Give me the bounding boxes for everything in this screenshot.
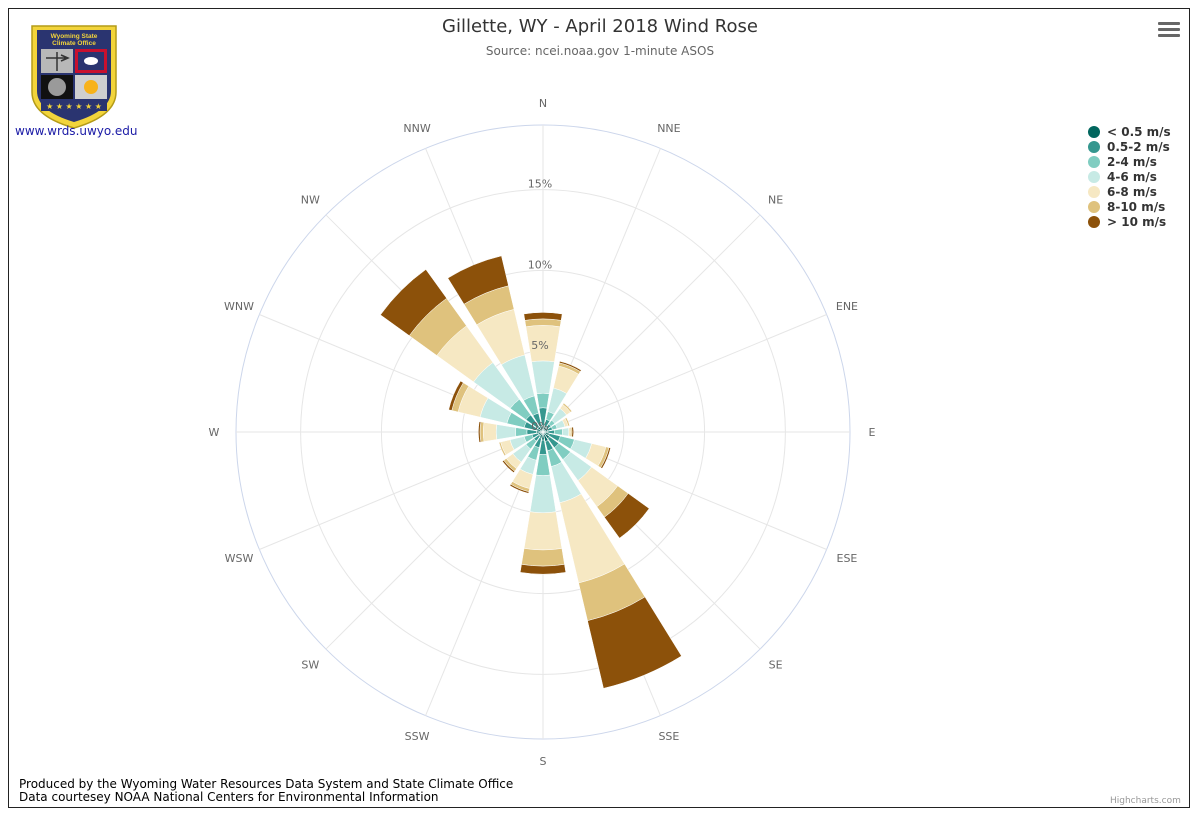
- legend-marker-icon: [1088, 185, 1100, 198]
- wind-bar-NNW-6[interactable]: [447, 255, 509, 305]
- legend-marker-icon: [1088, 200, 1100, 213]
- wind-bar-N-6[interactable]: [523, 312, 563, 321]
- footer-text: Produced by the Wyoming Water Resources …: [19, 778, 513, 804]
- wind-bar-N-2[interactable]: [536, 392, 550, 409]
- direction-label-W: W: [209, 426, 220, 439]
- wind-bar-ENE-5[interactable]: [564, 417, 571, 427]
- wind-bar-NE-5[interactable]: [562, 402, 573, 413]
- direction-label-SSW: SSW: [405, 730, 430, 743]
- wind-bar-N-3[interactable]: [531, 360, 555, 395]
- wind-rose-bars: [380, 255, 682, 689]
- legend-item[interactable]: < 0.5 m/s: [1088, 124, 1171, 139]
- direction-label-SE: SE: [769, 659, 783, 672]
- hamburger-icon-bar: [1158, 28, 1180, 31]
- legend-item[interactable]: 8-10 m/s: [1088, 199, 1171, 214]
- grid-spoke: [542, 214, 761, 433]
- direction-label-WNW: WNW: [224, 300, 254, 313]
- wind-bar-S-3[interactable]: [529, 474, 557, 514]
- direction-label-NNE: NNE: [657, 122, 680, 135]
- legend-marker-icon: [1088, 155, 1100, 168]
- grid-spoke: [259, 431, 544, 550]
- direction-label-ENE: ENE: [836, 300, 858, 313]
- wind-bar-NW-6[interactable]: [380, 269, 447, 336]
- legend-item[interactable]: 0.5-2 m/s: [1088, 139, 1171, 154]
- direction-label-N: N: [539, 97, 547, 110]
- chart-frame: [8, 8, 1190, 808]
- legend-item[interactable]: 6-8 m/s: [1088, 184, 1171, 199]
- chart-subtitle: Source: ncei.noaa.gov 1-minute ASOS: [485, 44, 715, 58]
- radial-tick-label: 15%: [528, 178, 552, 191]
- legend-label: > 10 m/s: [1107, 214, 1167, 229]
- direction-label-WSW: WSW: [225, 552, 254, 565]
- radial-tick-label: 10%: [528, 258, 552, 271]
- legend-item[interactable]: 4-6 m/s: [1088, 169, 1171, 184]
- legend-marker-icon: [1088, 125, 1100, 138]
- logo-banner-line2: Climate Office: [52, 40, 96, 47]
- legend-label: 4-6 m/s: [1107, 169, 1157, 184]
- direction-label-NNW: NNW: [403, 122, 430, 135]
- legend-label: 6-8 m/s: [1107, 184, 1157, 199]
- wind-bar-SSW-6[interactable]: [509, 483, 530, 494]
- legend-label: 2-4 m/s: [1107, 154, 1157, 169]
- chart-menu-button[interactable]: [1158, 22, 1180, 40]
- direction-label-S: S: [540, 755, 547, 768]
- legend-marker-icon: [1088, 215, 1100, 228]
- axis-labels: N NNE NE ENE E ESE SE SSE S SSW SW WSW W WNW NW NNW 0% 5%…: [209, 97, 876, 768]
- wind-bar-WNW-6[interactable]: [448, 380, 464, 411]
- wind-bar-S-2[interactable]: [535, 454, 551, 476]
- climate-office-logo[interactable]: Wyoming State Climate Office ★ ★ ★ ★ ★ ★: [28, 18, 120, 130]
- footer-line-2: Data courtesey NOAA National Centers for…: [19, 790, 439, 804]
- svg-text:★ ★ ★ ★ ★ ★: ★ ★ ★ ★ ★ ★: [46, 102, 102, 111]
- legend-item[interactable]: 2-4 m/s: [1088, 154, 1171, 169]
- chart-title: Gillette, WY - April 2018 Wind Rose: [442, 16, 758, 37]
- wind-bar-E-2[interactable]: [553, 428, 563, 436]
- wind-bar-SE-6[interactable]: [604, 493, 650, 539]
- wind-bar-W-3[interactable]: [495, 424, 517, 440]
- grid-spoke: [325, 431, 544, 650]
- legend-item[interactable]: > 10 m/s: [1088, 214, 1171, 229]
- wind-bar-SW-6[interactable]: [502, 459, 516, 473]
- hamburger-icon: [1158, 22, 1180, 25]
- radial-tick-label: 5%: [531, 339, 548, 352]
- wind-bar-W-2[interactable]: [515, 427, 528, 437]
- wind-bar-ESE-6[interactable]: [600, 447, 611, 469]
- direction-label-SSE: SSE: [658, 730, 679, 743]
- wind-bar-SSE-6[interactable]: [587, 596, 682, 689]
- wind-bar-S-4[interactable]: [523, 511, 563, 551]
- logo-banner-line1: Wyoming State: [51, 33, 98, 40]
- legend-label: < 0.5 m/s: [1107, 124, 1171, 139]
- footer-line-1: Produced by the Wyoming Water Resources …: [19, 777, 514, 791]
- wrds-website-link[interactable]: www.wrds.uwyo.edu: [15, 124, 138, 138]
- wind-bar-N-5[interactable]: [524, 318, 562, 328]
- wind-bar-E-6[interactable]: [571, 426, 574, 438]
- wind-bar-W-6[interactable]: [478, 421, 482, 443]
- direction-label-E: E: [869, 426, 876, 439]
- legend-label: 8-10 m/s: [1107, 199, 1166, 214]
- legend-label: 0.5-2 m/s: [1107, 139, 1170, 154]
- wind-bar-S-6[interactable]: [519, 564, 567, 575]
- legend: < 0.5 m/s 0.5-2 m/s 2-4 m/s 4-6 m/s 6-8 m/s 8…: [1088, 124, 1171, 229]
- legend-marker-icon: [1088, 170, 1100, 183]
- direction-label-ESE: ESE: [837, 552, 858, 565]
- highcharts-credits[interactable]: Highcharts.com: [1110, 796, 1181, 806]
- wind-bar-WSW-5[interactable]: [498, 441, 507, 457]
- direction-label-SW: SW: [301, 659, 319, 672]
- radial-tick-label: 0%: [531, 420, 548, 433]
- grid-spoke: [542, 314, 827, 433]
- direction-label-NE: NE: [768, 193, 783, 206]
- legend-marker-icon: [1088, 140, 1100, 153]
- wind-bar-S-5[interactable]: [521, 548, 565, 567]
- wind-bar-E-3[interactable]: [561, 427, 570, 437]
- direction-label-NW: NW: [301, 193, 320, 206]
- wind-bar-NNE-6[interactable]: [559, 360, 582, 372]
- wind-bar-W-4[interactable]: [482, 422, 498, 442]
- hamburger-icon-bar: [1158, 34, 1180, 37]
